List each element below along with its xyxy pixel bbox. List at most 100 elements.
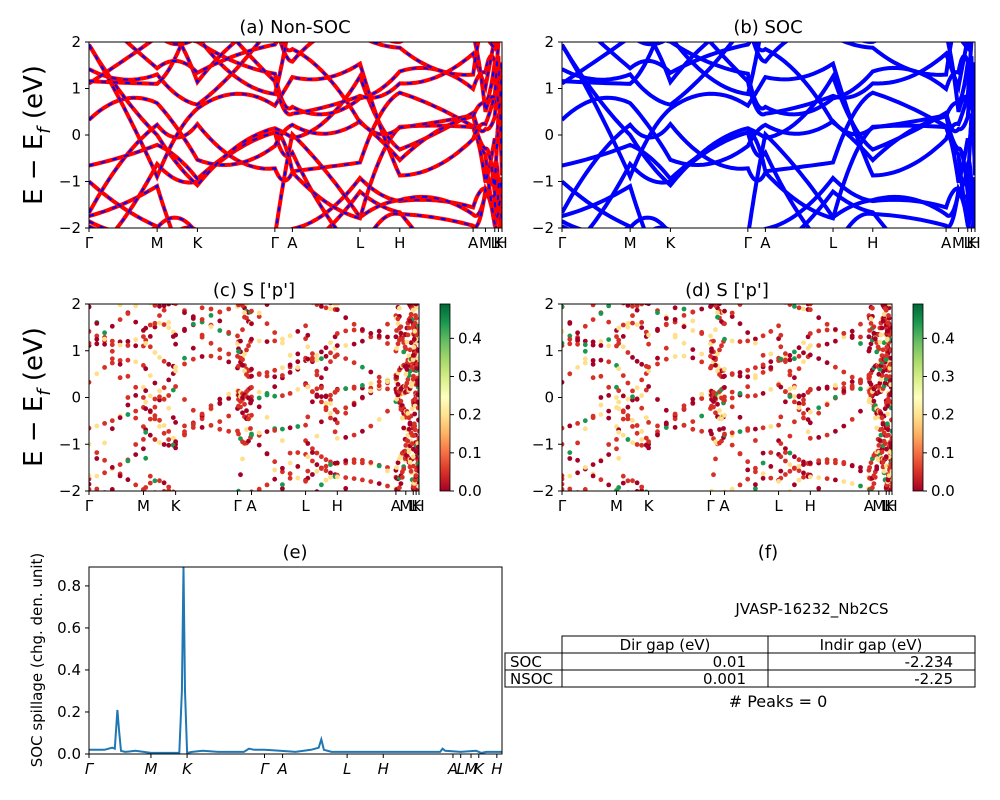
band-point [249,308,254,314]
band-point [630,424,635,429]
band-point [833,457,838,463]
x-tick-label: M [872,497,885,515]
band-point [125,395,131,400]
band-point [788,260,793,265]
band-point [745,496,750,501]
band-point [157,298,162,303]
band-point [280,438,285,443]
band-point [849,374,855,380]
band-point [792,419,797,425]
band-point [404,438,410,443]
band-point [385,334,390,340]
band-point [413,518,418,523]
band-point [328,234,333,239]
band-point [682,529,687,534]
band-point [753,438,758,443]
band-point [319,454,324,460]
spillage-line [89,567,502,754]
band-point [256,395,262,401]
band-point [385,321,390,327]
band-point [410,357,416,362]
band-point [626,504,631,509]
band-point [360,477,365,483]
band-point [235,547,240,552]
band-point [328,392,333,398]
band-point [606,442,612,447]
band-point [319,399,324,405]
band-point [878,411,884,416]
band-point [407,459,413,465]
band-point [143,399,149,405]
band-point [639,299,644,304]
band-point [867,346,872,351]
band-point [314,433,320,439]
band-point [711,541,716,546]
band-point [125,412,131,417]
band-point [295,506,300,511]
band-point [614,334,619,339]
band-point [792,399,797,405]
band-point [416,283,421,288]
band-point [343,343,349,348]
band-point [323,353,329,359]
band-point [141,297,146,302]
band-point [888,382,892,387]
band-point [841,524,846,529]
band-point [796,393,802,399]
band-point [885,516,890,521]
band-point [575,457,580,463]
band-line [562,120,975,225]
band-point [699,396,705,401]
band-point [639,377,645,383]
band-point [102,330,107,336]
band-point [783,284,788,289]
band-point [567,492,572,497]
y-axis-label-top: E − Ef (eV) [19,65,55,205]
band-point [157,478,162,484]
band-point [405,548,410,553]
band-point [397,276,402,281]
band-line [89,42,499,116]
band-point [801,340,806,345]
band-point [152,324,158,330]
band-point [246,416,251,422]
band-point [200,507,205,512]
x-tick-label: M [399,497,412,515]
y-tick-label: −2 [59,219,81,237]
band-point [182,429,187,435]
band-point [630,505,635,510]
band-point [599,510,604,515]
band-point [630,492,635,497]
x-tick-label: K [474,760,485,778]
band-point [238,472,243,478]
band-point [412,248,417,253]
band-point [778,384,784,390]
band-point [385,465,390,470]
band-point [399,523,404,528]
band-point [616,325,622,331]
band-point [717,347,722,353]
band-point [157,440,162,445]
band-point [399,281,404,286]
band-point [242,518,247,523]
band-point [884,421,890,427]
band-point [567,473,573,479]
band-point [621,304,626,306]
band-point [737,370,743,375]
band-point [889,269,894,274]
band-point [89,441,92,447]
band-point [166,283,171,288]
x-tick-label: M [624,234,637,252]
band-point [295,359,301,365]
band-point [226,306,232,312]
band-point [833,383,838,388]
band-point [126,273,131,278]
band-point [616,341,622,346]
band-point [280,336,285,342]
band-point [606,274,611,279]
band-point [166,442,172,448]
band-point [415,361,419,367]
band-point [768,329,774,334]
band-point [639,304,645,307]
band-point [406,426,412,432]
